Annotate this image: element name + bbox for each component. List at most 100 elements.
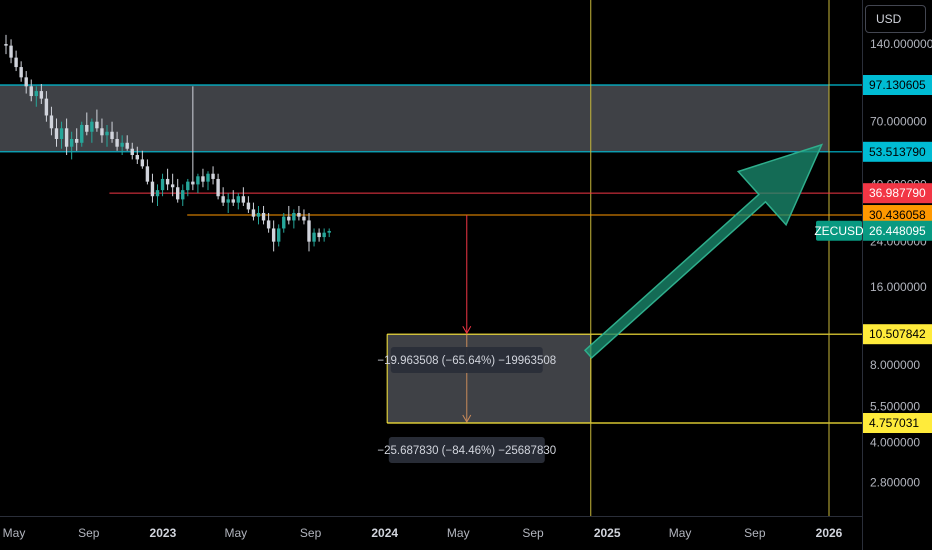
currency-button[interactable]: USD: [865, 5, 926, 33]
candle-body: [246, 202, 251, 210]
candle-body: [80, 124, 84, 143]
candle-body: [226, 199, 230, 203]
measure-label: −25.687830 (−84.46%) −25687830: [377, 445, 556, 457]
price-tick-label: 8.000000: [870, 358, 920, 372]
candle-body: [54, 128, 59, 139]
candle-body: [34, 91, 38, 97]
candle-body: [105, 131, 109, 136]
price-tick-label: 140.000000: [870, 37, 932, 51]
measure-label-box: [390, 347, 543, 373]
candle-body: [69, 138, 74, 147]
candle-body: [145, 166, 150, 182]
measure-label-box: [388, 437, 545, 463]
time-axis[interactable]: May Sep 2023 May Sep 2024 May Sep 2025 May Sep 2026: [3, 526, 843, 540]
candle-body: [206, 173, 210, 182]
price-tag-box: [863, 413, 932, 433]
candle-body: [231, 199, 235, 203]
price-tag-label: 53.513790: [869, 145, 926, 159]
price-tick-label: 4.000000: [870, 435, 920, 449]
candle-body: [322, 232, 326, 238]
symbol-tag-box: [816, 220, 862, 241]
price-tag-label: 30.436058: [869, 208, 926, 222]
candle-body: [19, 67, 23, 78]
candle-body: [216, 178, 220, 197]
candle-body: [14, 57, 18, 68]
candle-body: [221, 196, 225, 203]
candle-body: [90, 121, 94, 132]
candle-body: [181, 190, 185, 200]
candle-body: [236, 196, 240, 203]
candle-body: [196, 176, 200, 185]
candle-body: [85, 124, 89, 132]
time-tick-label: Sep: [744, 526, 766, 540]
price-tag-label: 36.987790: [869, 186, 926, 200]
time-tick-label: 2026: [816, 526, 843, 540]
candle-body: [110, 131, 114, 139]
time-tick-label: May: [447, 526, 470, 540]
candle-body: [287, 216, 291, 221]
measure-label: −19.963508 (−65.64%) −19963508: [377, 355, 556, 367]
candle-body: [24, 77, 28, 87]
candles-layer: [4, 34, 331, 252]
candle-body: [176, 187, 180, 200]
candle-body: [75, 138, 79, 143]
price-tags-layer: 97.130605 53.513790 36.987790 30.436058 ZECU…: [814, 75, 932, 433]
arrow-layer: [583, 143, 824, 359]
candle-body: [256, 212, 261, 217]
time-tick-label: 2023: [150, 526, 177, 540]
candle-body: [261, 212, 266, 221]
candle-body: [191, 181, 195, 185]
candle-body: [160, 178, 165, 191]
time-tick-label: 2024: [371, 526, 398, 540]
time-tick-label: May: [669, 526, 692, 540]
time-tick-label: 2025: [594, 526, 621, 540]
measure-arrowhead-2: [462, 414, 472, 424]
candle-body: [44, 98, 49, 116]
candle-body: [115, 138, 119, 147]
candle-body: [201, 176, 205, 182]
candle-body: [64, 128, 69, 147]
trend-arrow: [583, 143, 824, 359]
candle-body: [120, 142, 124, 147]
candle-body: [292, 212, 296, 221]
candle-body: [251, 209, 256, 217]
candle-body: [165, 178, 170, 185]
candle-body: [277, 228, 281, 242]
candle-body: [4, 44, 8, 46]
time-tick-label: Sep: [522, 526, 544, 540]
price-tag-box: [863, 75, 932, 95]
price-tick-label: 5.500000: [870, 400, 920, 414]
measurements-layer: −19.963508 (−65.64%) −19963508 −25.687830…: [377, 215, 556, 463]
price-tag-label: 4.757031: [869, 416, 919, 430]
candle-body: [135, 155, 139, 160]
candle-body: [39, 91, 44, 99]
candle-body: [125, 142, 129, 149]
candle-body: [282, 216, 286, 229]
measure-arrowhead-1: [462, 325, 472, 335]
candle-body: [327, 230, 331, 233]
candle-body: [155, 190, 160, 197]
price-tag-label: 10.507842: [869, 327, 926, 341]
price-tag-box: [863, 183, 932, 204]
candle-body: [9, 45, 13, 58]
time-tick-label: May: [3, 526, 26, 540]
candle-body: [59, 128, 64, 139]
candle-body: [297, 212, 301, 217]
price-tag-label: 97.130605: [869, 78, 926, 92]
candle-body: [312, 232, 316, 242]
candle-body: [307, 220, 311, 242]
candle-body: [266, 220, 271, 229]
candle-body: [95, 121, 99, 129]
candle-body: [100, 128, 104, 136]
time-tick-label: May: [224, 526, 247, 540]
candle-body: [241, 196, 246, 203]
candle-body: [49, 115, 54, 129]
vertical-lines-layer: [590, 0, 830, 516]
price-tag-box: [863, 220, 932, 241]
price-tag-label: 26.448095: [869, 224, 926, 238]
candle-body: [211, 173, 215, 179]
candle-body: [170, 184, 175, 188]
time-tick-label: Sep: [78, 526, 100, 540]
